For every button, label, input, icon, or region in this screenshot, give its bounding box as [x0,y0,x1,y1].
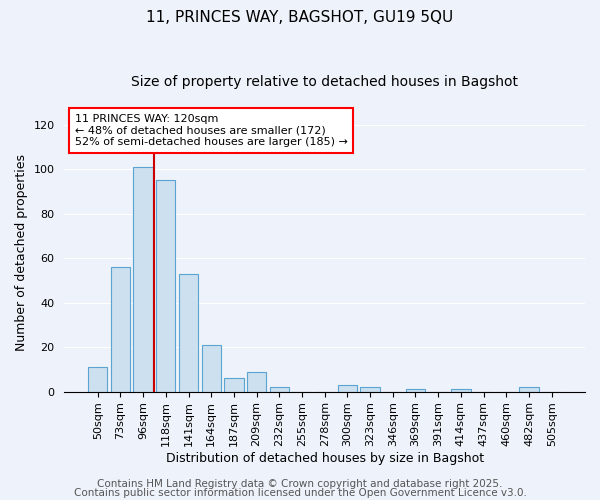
Bar [247,372,266,392]
Text: Contains HM Land Registry data © Crown copyright and database right 2025.: Contains HM Land Registry data © Crown c… [97,479,503,489]
Title: Size of property relative to detached houses in Bagshot: Size of property relative to detached ho… [131,75,518,89]
Bar [338,385,357,392]
Bar [88,367,107,392]
Bar [202,345,221,392]
Bar [451,390,470,392]
Bar [179,274,198,392]
Bar [156,180,175,392]
Bar [520,387,539,392]
Bar [133,167,153,392]
Y-axis label: Number of detached properties: Number of detached properties [15,154,28,351]
Bar [406,390,425,392]
Bar [224,378,244,392]
Text: Contains public sector information licensed under the Open Government Licence v3: Contains public sector information licen… [74,488,526,498]
X-axis label: Distribution of detached houses by size in Bagshot: Distribution of detached houses by size … [166,452,484,465]
Bar [361,387,380,392]
Bar [111,267,130,392]
Bar [269,387,289,392]
Text: 11, PRINCES WAY, BAGSHOT, GU19 5QU: 11, PRINCES WAY, BAGSHOT, GU19 5QU [146,10,454,25]
Text: 11 PRINCES WAY: 120sqm
← 48% of detached houses are smaller (172)
52% of semi-de: 11 PRINCES WAY: 120sqm ← 48% of detached… [75,114,347,147]
